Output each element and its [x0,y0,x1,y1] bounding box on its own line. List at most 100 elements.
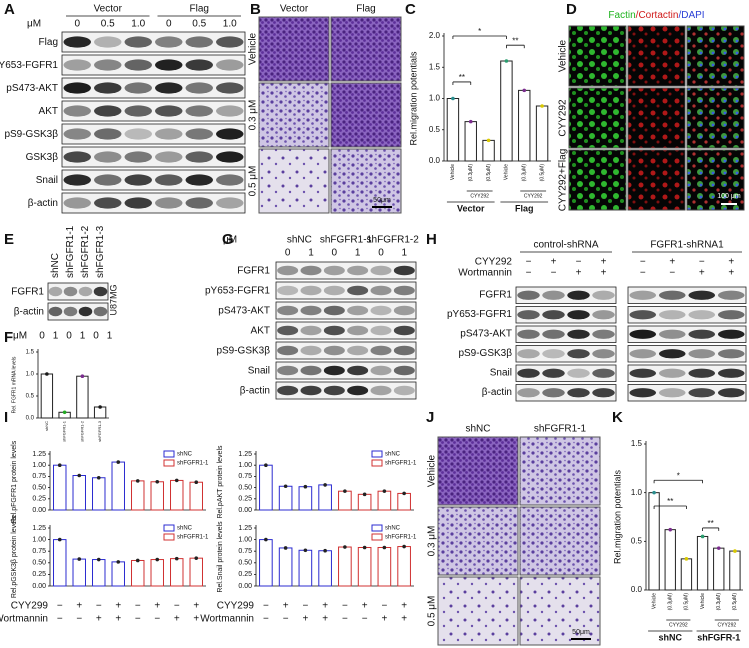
bar-dot [96,557,101,562]
blot-band [63,174,91,186]
x-tick-label: Vehicle [504,164,510,180]
row-label: 0.3 μM [248,100,259,131]
bar [76,375,89,419]
x-tick-label: shFGFR1-1 [62,420,67,442]
blot-band [658,329,686,339]
bar [278,485,293,511]
treatment-sign: + [401,614,407,625]
blot-band [629,388,657,398]
stain-separator: / [678,10,681,21]
bar-dot [362,492,367,497]
row-label: GSK3β [26,152,59,163]
legend-swatch [371,459,383,467]
blot-strip [627,325,747,343]
panel-letter: D [566,1,577,18]
blot-strip [627,384,747,402]
blot-band [629,329,657,339]
scale-bar [571,638,591,640]
blot-strip [515,384,617,402]
group-label: Vector [94,4,123,15]
blot-band [688,310,716,320]
bar [189,481,203,511]
bar-dot [486,138,491,143]
treatment-sign: − [283,614,289,625]
blot-band [370,305,392,316]
micrograph [519,506,601,576]
bar-dot [174,478,179,483]
group-label: shFGFR1-1 [320,235,373,246]
bar-dot [716,546,721,550]
blot-band [717,310,745,320]
treatment-sign: − [135,614,141,625]
blot-band [94,105,122,117]
micrograph [330,148,402,214]
bar [111,461,125,511]
blot-strip [47,282,109,301]
panel-letter: B [250,1,261,18]
bar [189,557,203,587]
treatment-sign: − [342,601,348,612]
bar-dot [283,546,288,550]
blot-band [155,174,183,186]
row-label: Vehicle [558,39,569,72]
row-label: 0.3 μM [427,526,438,557]
fluorescence-image [568,87,627,149]
bar-dot [264,463,268,468]
bar-dot [700,534,705,539]
row-label: Snail [36,175,58,186]
treatment-sign: − [551,268,557,279]
treatment-sign: + [401,601,407,612]
treatment-sign: − [302,601,308,612]
lane-label: shFGFR1-3 [95,225,106,278]
bar-dot [382,545,387,550]
y-tick-label: 1.0 [26,372,35,378]
bar [338,546,352,587]
treatment-sign: − [669,268,675,279]
unit-label: μM [13,331,27,342]
row-label: FGFR1 [237,266,270,277]
blot-band [542,388,565,398]
blot-band [567,290,590,300]
treatment-sign: − [76,614,82,625]
bar-dot [343,545,347,549]
y-tick-label: 1.5 [429,62,441,71]
blot-band [542,368,565,378]
blot-band [277,285,299,296]
y-tick-label: 0.75 [238,473,252,480]
blot-strip [515,364,617,382]
blot-band [347,365,369,376]
lane-label: shFGFR1-1 [65,225,76,278]
y-tick-label: 0.25 [238,496,252,503]
legend-swatch [371,450,383,458]
blot-band [277,365,299,376]
bar-dot [57,537,62,542]
blot-band [277,305,299,316]
treatment-sign: + [283,601,289,612]
row-label: β-actin [482,387,512,398]
bar [72,475,86,511]
blot-band [94,128,122,140]
blot-band [393,325,415,336]
blot-band [567,368,590,378]
blot-band [347,265,369,276]
treatment-sign: + [174,614,180,625]
x-tick-label: Vehicle [651,593,657,609]
blot-band [93,306,108,317]
blot-band [48,286,63,297]
bar [259,464,273,511]
treatment-sign: − [526,257,532,268]
bar-dot [668,527,673,532]
blot-band [277,345,299,356]
blot-band [517,290,540,300]
treatment-sign: − [362,614,368,625]
blot-band [124,82,152,94]
dose-label: 0 [378,248,384,259]
fluorescence-image [568,149,627,211]
dose-label: 0 [166,19,172,30]
blot-band [63,36,91,48]
micrograph [437,436,519,506]
treatment-sign: + [601,257,607,268]
legend-swatch [163,450,175,458]
blot-band [216,128,244,140]
